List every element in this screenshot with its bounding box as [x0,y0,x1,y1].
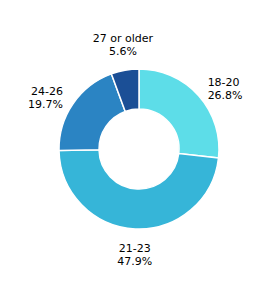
donut-chart: 18-2026.8% 21-2347.9% 24-2619.7% 27 or olde… [0,0,278,298]
value-label: 5.6% [109,45,137,58]
wedge [59,150,218,229]
value-label: 26.8% [208,89,243,102]
wedges [59,69,219,229]
value-label: 19.7% [28,98,63,111]
slice-label: 24-26 [31,85,63,98]
value-label: 47.9% [117,255,152,268]
slice-label: 18-20 [208,76,240,89]
slice-label: 21-23 [119,242,151,255]
wedge [111,69,139,111]
slice-label: 27 or older [93,32,154,45]
chart-container: 18-2026.8% 21-2347.9% 24-2619.7% 27 or olde… [0,0,278,298]
labels: 18-2026.8% 21-2347.9% 24-2619.7% 27 or olde… [28,32,242,267]
